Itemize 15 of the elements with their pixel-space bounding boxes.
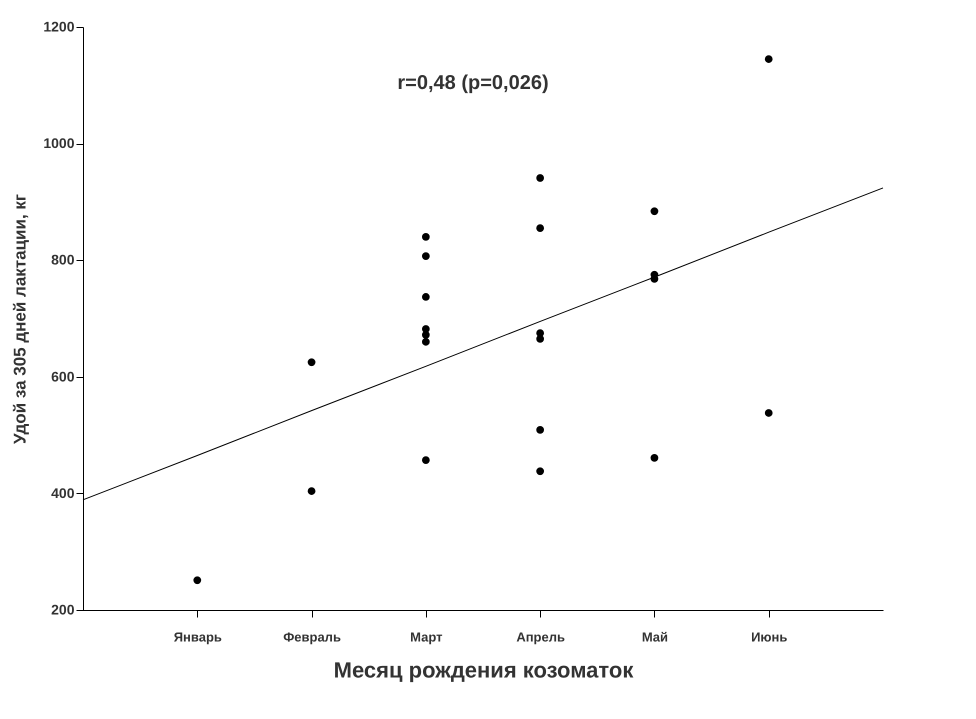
x-tick-label: Май <box>642 630 668 644</box>
y-tick-label: 1200 <box>43 18 75 34</box>
x-tick-label: Январь <box>174 630 222 644</box>
y-tick-label: 200 <box>51 602 75 618</box>
x-axis-title: Месяц рождения козоматок <box>334 658 634 682</box>
x-tick-label: Апрель <box>516 630 565 644</box>
x-tick-label: Март <box>410 630 443 644</box>
x-tick-label: Февраль <box>283 630 341 644</box>
y-tick-label: 800 <box>51 252 75 268</box>
y-tick-label: 1000 <box>43 135 75 152</box>
y-axis-title: Удой за 305 дней лактации, кг <box>10 194 30 444</box>
y-tick-label: 400 <box>51 484 75 501</box>
annotation: r=0,48 (p=0,026) <box>397 72 549 94</box>
y-tick-label: 600 <box>51 368 75 384</box>
x-tick-label: Июнь <box>751 630 788 644</box>
